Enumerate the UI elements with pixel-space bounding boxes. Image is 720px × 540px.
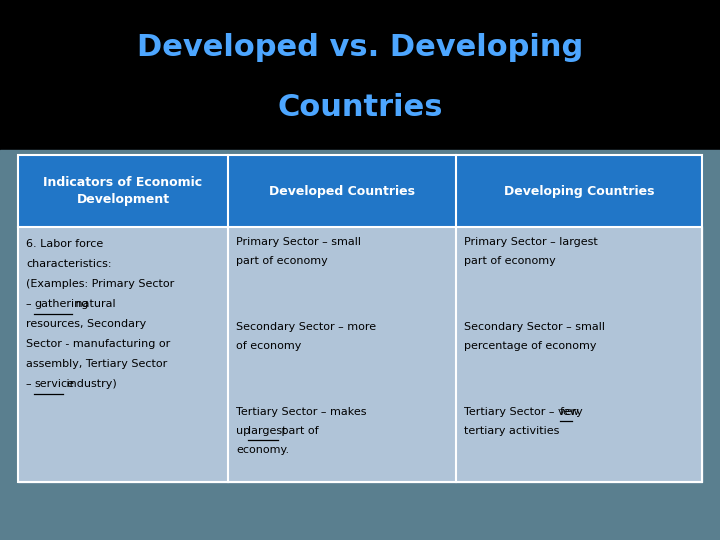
Text: Developed vs. Developing: Developed vs. Developing bbox=[137, 32, 583, 62]
Text: Secondary Sector – small: Secondary Sector – small bbox=[464, 322, 605, 332]
Text: 6. Labor force: 6. Labor force bbox=[26, 239, 103, 249]
Text: largest: largest bbox=[248, 426, 287, 436]
Text: natural: natural bbox=[72, 299, 115, 309]
Text: few: few bbox=[559, 407, 580, 417]
Text: tertiary activities: tertiary activities bbox=[464, 426, 559, 436]
Text: Countries: Countries bbox=[277, 93, 443, 123]
Text: (Examples: Primary Sector: (Examples: Primary Sector bbox=[26, 279, 174, 289]
Text: Tertiary Sector – very: Tertiary Sector – very bbox=[464, 407, 586, 417]
Text: Indicators of Economic
Development: Indicators of Economic Development bbox=[43, 177, 202, 206]
Text: up: up bbox=[236, 426, 253, 436]
Text: economy.: economy. bbox=[236, 445, 289, 455]
Text: characteristics:: characteristics: bbox=[26, 259, 112, 269]
Text: Tertiary Sector – makes: Tertiary Sector – makes bbox=[236, 407, 366, 417]
Text: of economy: of economy bbox=[236, 341, 302, 351]
Bar bbox=[228, 227, 456, 482]
Text: Sector - manufacturing or: Sector - manufacturing or bbox=[26, 339, 170, 349]
Bar bbox=[0, 150, 720, 540]
Text: part of: part of bbox=[278, 426, 318, 436]
Bar bbox=[456, 155, 702, 227]
Bar bbox=[18, 155, 228, 227]
Bar bbox=[228, 155, 456, 227]
Text: service: service bbox=[35, 379, 74, 389]
Text: Developing Countries: Developing Countries bbox=[504, 185, 654, 198]
Text: part of economy: part of economy bbox=[464, 256, 556, 266]
Text: Secondary Sector – more: Secondary Sector – more bbox=[236, 322, 376, 332]
Text: –: – bbox=[26, 379, 35, 389]
Text: gathering: gathering bbox=[35, 299, 89, 309]
Text: percentage of economy: percentage of economy bbox=[464, 341, 596, 351]
Text: industry): industry) bbox=[63, 379, 117, 389]
Bar bbox=[18, 155, 702, 482]
Text: assembly, Tertiary Sector: assembly, Tertiary Sector bbox=[26, 359, 167, 369]
Text: resources, Secondary: resources, Secondary bbox=[26, 319, 146, 329]
Text: –: – bbox=[26, 299, 35, 309]
Bar bbox=[456, 227, 702, 482]
Text: part of economy: part of economy bbox=[236, 256, 328, 266]
Text: Primary Sector – small: Primary Sector – small bbox=[236, 237, 361, 247]
Text: Developed Countries: Developed Countries bbox=[269, 185, 415, 198]
Text: Primary Sector – largest: Primary Sector – largest bbox=[464, 237, 598, 247]
Bar bbox=[18, 227, 228, 482]
